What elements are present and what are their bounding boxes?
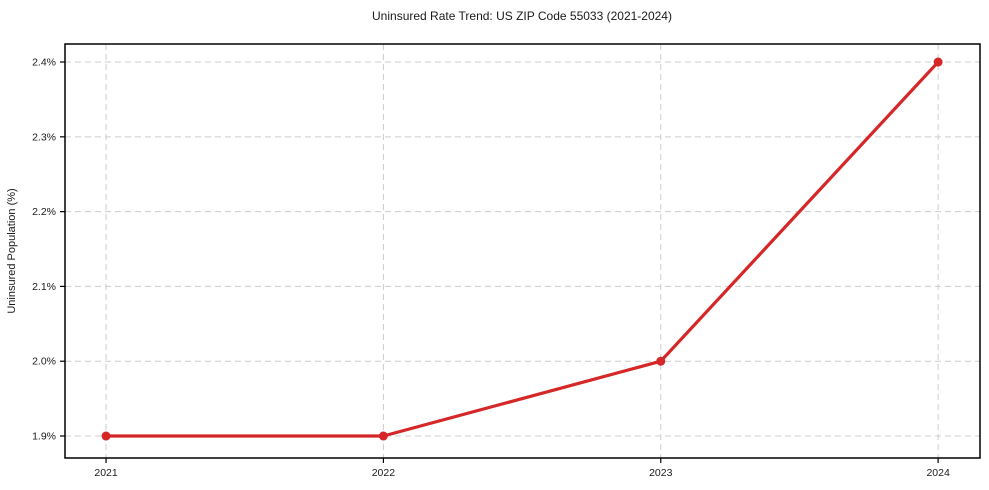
y-tick-label: 2.0% bbox=[32, 356, 56, 368]
grid-layer bbox=[65, 44, 980, 458]
y-tick-label: 1.9% bbox=[32, 431, 56, 443]
trend-line bbox=[104, 60, 940, 438]
x-tick-label: 2024 bbox=[926, 467, 950, 479]
y-tick-label: 2.1% bbox=[32, 281, 56, 293]
x-tick-label: 2023 bbox=[649, 467, 673, 479]
x-tick-label: 2022 bbox=[372, 467, 396, 479]
y-tick-label: 2.4% bbox=[32, 57, 56, 69]
y-tick-label: 2.2% bbox=[32, 206, 56, 218]
y-tick-label: 2.3% bbox=[32, 131, 56, 143]
series-layer bbox=[101, 57, 943, 441]
y-axis-label: Uninsured Population (%) bbox=[6, 188, 18, 313]
data-point-marker bbox=[656, 356, 666, 366]
plot-border bbox=[64, 43, 981, 459]
data-point-marker bbox=[101, 431, 111, 441]
data-point-marker bbox=[933, 57, 943, 67]
x-tick-label: 2021 bbox=[94, 467, 118, 479]
data-point-marker bbox=[378, 431, 388, 441]
axis-layer: 1.9% 2.0% 2.1% 2.2% 2.3% 2.4% 2021 2022 2023 2024 bbox=[32, 43, 981, 479]
chart-title: Uninsured Rate Trend: US ZIP Code 55033 … bbox=[372, 9, 672, 23]
